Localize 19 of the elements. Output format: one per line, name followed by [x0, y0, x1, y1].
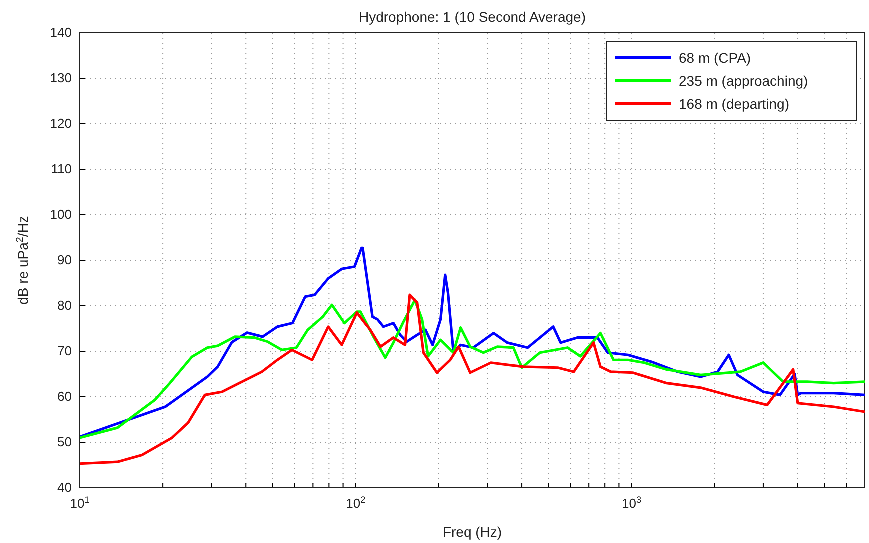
- y-tick-label: 90: [58, 252, 72, 268]
- legend-label: 68 m (CPA): [679, 50, 752, 66]
- legend-label: 235 m (approaching): [679, 73, 808, 89]
- y-tick-label: 40: [58, 480, 72, 496]
- x-axis-title: Freq (Hz): [442, 524, 502, 540]
- y-tick-label: 60: [58, 389, 72, 404]
- y-tick-label: 120: [50, 116, 72, 132]
- legend-label: 168 m (departing): [679, 96, 790, 112]
- y-tick-label: 130: [50, 70, 72, 86]
- y-tick-label: 100: [50, 207, 72, 222]
- x-tick-label: 10$^{1}$: [70, 495, 90, 511]
- x-tick-label: 10$^{2}$: [346, 495, 366, 511]
- x-tick-label: 10$^{3}$: [622, 495, 642, 511]
- y-tick-label: 80: [58, 298, 72, 314]
- y-tick-label: 140: [50, 25, 72, 40]
- y-tick-label: 50: [58, 434, 72, 450]
- y-tick-label: 110: [51, 162, 72, 177]
- y-tick-label: 70: [58, 344, 72, 359]
- chart-title: Hydrophone: 1 (10 Second Average): [358, 9, 586, 25]
